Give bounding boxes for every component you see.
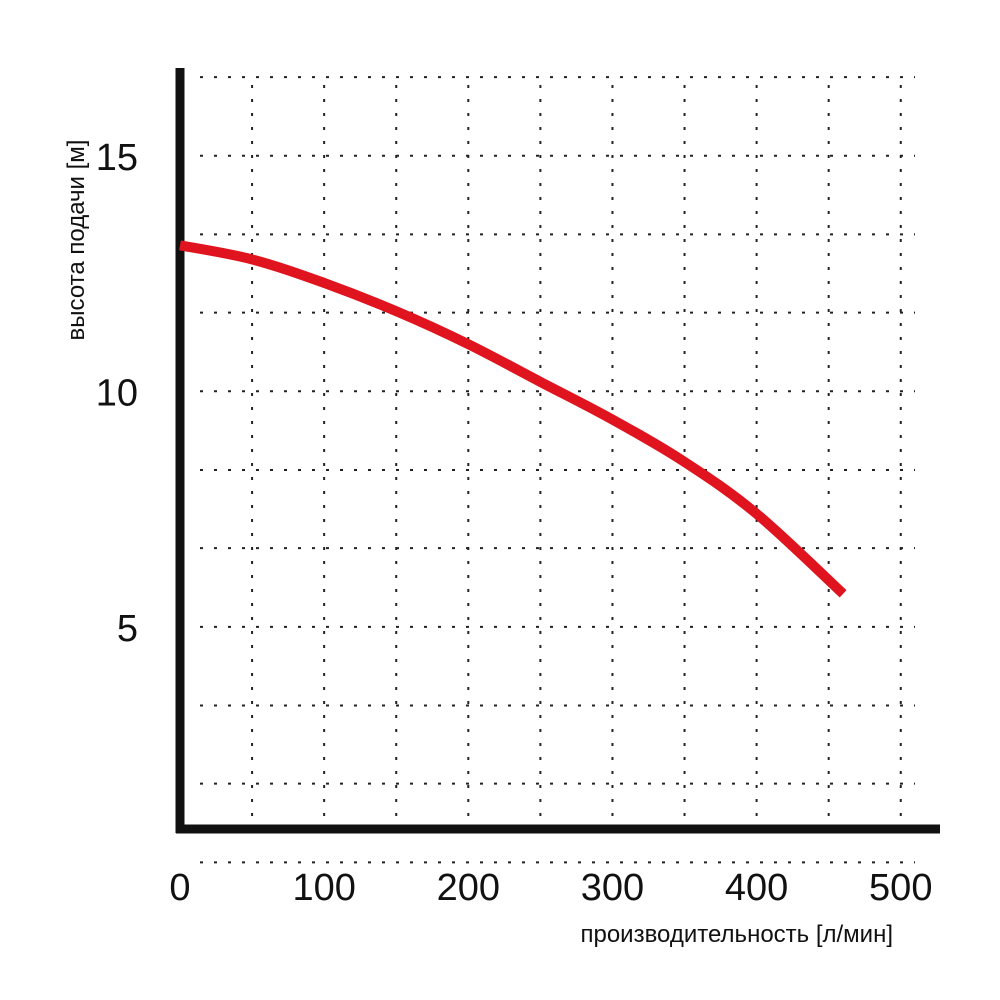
x-tick-label: 100 (292, 867, 355, 909)
y-tick-label: 15 (96, 137, 138, 179)
x-tick-label: 0 (169, 867, 190, 909)
y-tick-label: 5 (117, 608, 138, 650)
y-axis-title: высота подачи [м] (63, 140, 90, 341)
x-tick-label: 500 (869, 867, 932, 909)
series-layer (179, 240, 847, 598)
x-tick-label: 400 (725, 867, 788, 909)
axes (175, 68, 940, 834)
x-tick-label: 300 (581, 867, 644, 909)
y-tick-label: 10 (96, 372, 138, 414)
x-tick-labels: 0 100 200 300 400 500 (169, 867, 932, 909)
y-tick-labels: 5 10 15 (96, 137, 138, 650)
x-tick-label: 200 (437, 867, 500, 909)
grid (200, 76, 915, 864)
x-axis-title: производительность [л/мин] (580, 921, 893, 948)
series-line (179, 240, 847, 598)
